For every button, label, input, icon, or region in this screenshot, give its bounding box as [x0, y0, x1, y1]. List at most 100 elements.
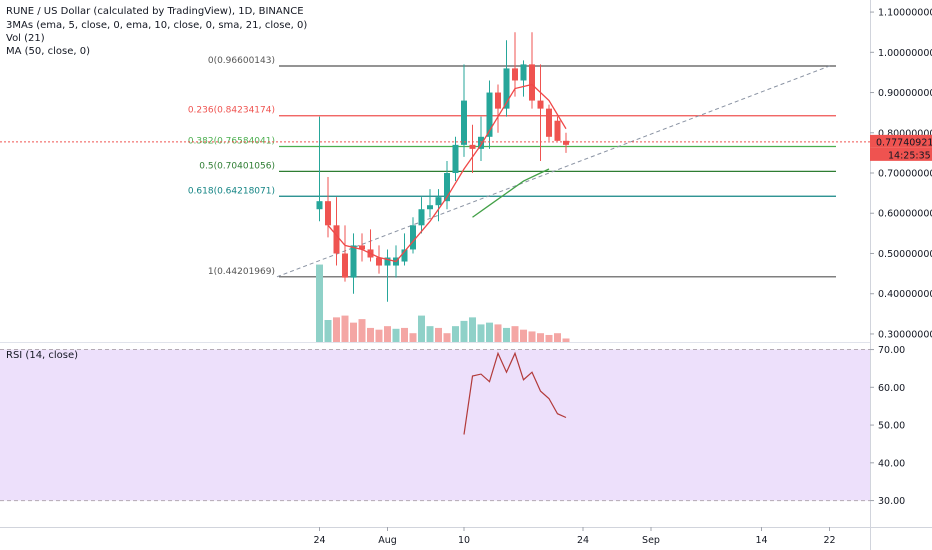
rsi-band — [0, 349, 870, 501]
fib-label: 0.618(0.64218071) — [188, 186, 275, 196]
candle-body — [435, 197, 442, 206]
price-tick-label: 0.60000000 — [878, 209, 932, 220]
volume-bar — [443, 333, 451, 342]
volume-bar — [537, 333, 544, 342]
dashed-trendline[interactable] — [276, 65, 830, 278]
legend-3mas[interactable]: 3MAs (ema, 5, close, 0, ema, 10, close, … — [6, 20, 308, 31]
candle-body — [427, 205, 433, 210]
candle[interactable] — [563, 132, 569, 153]
volume-bar — [350, 322, 357, 342]
rsi-line[interactable] — [463, 351, 567, 435]
candle[interactable] — [325, 177, 331, 238]
candle-body — [478, 136, 484, 149]
legend-ma50[interactable]: MA (50, close, 0) — [6, 46, 91, 57]
price-ticks: 1.10000000 1.00000000 0.90000000 0.80000000… — [870, 8, 932, 340]
volume-bar — [418, 315, 425, 342]
candle-body — [350, 245, 357, 278]
candle-body — [452, 144, 459, 174]
price-tick-label: 1.00000000 — [878, 48, 932, 59]
legend-rsi[interactable]: RSI (14, close) — [6, 350, 79, 361]
fibonacci-levels[interactable]: 0(0.96600143) 0.236(0.84234174) 0.382(0.76… — [188, 56, 836, 278]
candle-body — [469, 144, 476, 149]
time-tick-label: 22 — [823, 535, 835, 546]
countdown-value: 14:25:35 — [888, 150, 931, 161]
candle[interactable] — [342, 225, 348, 282]
candle[interactable] — [316, 116, 323, 222]
candle-body — [461, 100, 467, 145]
candle-body — [384, 257, 391, 266]
candle[interactable] — [469, 124, 476, 174]
candle[interactable] — [503, 40, 510, 117]
candle[interactable] — [452, 136, 459, 182]
candle[interactable] — [520, 60, 527, 97]
volume-bar — [520, 329, 527, 342]
candle-body — [563, 140, 569, 145]
ema-line[interactable] — [327, 83, 567, 263]
volume-bar — [426, 326, 434, 342]
rsi-tick-label: 30.00 — [878, 496, 905, 507]
candle-body — [512, 68, 518, 81]
candlesticks[interactable] — [316, 32, 570, 302]
volume-bar — [367, 327, 374, 342]
candle[interactable] — [427, 189, 433, 218]
volume-bar — [562, 338, 570, 342]
candle-body — [486, 92, 493, 137]
volume-bar — [494, 324, 502, 342]
volume-bar — [460, 320, 468, 342]
volume-bar — [324, 320, 332, 342]
candle[interactable] — [478, 116, 484, 161]
candle[interactable] — [333, 197, 340, 266]
price-tick-label: 0.80000000 — [878, 128, 932, 139]
candle[interactable] — [495, 84, 501, 133]
price-pane[interactable]: 0(0.96600143) 0.236(0.84234174) 0.382(0.76… — [0, 0, 870, 342]
rsi-pane[interactable] — [0, 349, 870, 502]
volume-bar — [477, 324, 485, 342]
time-tick-label: 24 — [577, 535, 589, 546]
candle[interactable] — [435, 189, 442, 222]
candle[interactable] — [529, 32, 535, 109]
volume-bar — [341, 315, 349, 342]
volume-bar — [554, 333, 561, 342]
price-tick-label: 0.50000000 — [878, 249, 932, 260]
candle[interactable] — [359, 233, 365, 262]
candle[interactable] — [384, 249, 391, 302]
price-axis[interactable]: 1.10000000 1.00000000 0.90000000 0.80000000… — [870, 0, 932, 550]
candle[interactable] — [376, 245, 382, 274]
volume-bar — [375, 329, 383, 342]
candle[interactable] — [418, 197, 425, 234]
fib-label: 1(0.44201969) — [208, 267, 275, 277]
rsi-tick-label: 40.00 — [878, 458, 905, 469]
candle[interactable] — [486, 80, 493, 149]
candle[interactable] — [350, 233, 357, 294]
candle-body — [495, 92, 501, 109]
volume-bar — [452, 326, 459, 342]
volume-bar — [435, 327, 442, 342]
candle[interactable] — [512, 32, 518, 97]
volume-bar — [392, 328, 400, 342]
candle-body — [325, 201, 331, 226]
fib-label: 0.382(0.76584041) — [188, 137, 275, 147]
volume-bar — [503, 327, 510, 342]
candle-body — [546, 108, 552, 137]
rsi-tick-label: 60.00 — [878, 383, 905, 394]
volume-bar — [316, 264, 323, 342]
rsi-tick-label: 70.00 — [878, 345, 905, 356]
time-axis[interactable]: 24 Aug 10 24 Sep 14 22 — [0, 527, 932, 546]
volume-bar — [469, 317, 476, 342]
volume-bar — [528, 331, 536, 342]
legend-volume[interactable]: Vol (21) — [6, 33, 45, 44]
candle[interactable] — [444, 160, 450, 210]
candle[interactable] — [401, 233, 408, 266]
candle[interactable] — [554, 116, 561, 141]
volume-bar — [511, 326, 519, 342]
volume-bar — [333, 317, 340, 342]
candle-body — [418, 209, 425, 226]
candle[interactable] — [546, 104, 552, 141]
fib-label: 0.236(0.84234174) — [188, 106, 275, 116]
candle[interactable] — [537, 64, 544, 161]
ma50-line[interactable] — [472, 168, 550, 218]
candle[interactable] — [410, 217, 416, 254]
candle-body — [316, 201, 323, 210]
volume-bar — [401, 327, 408, 342]
